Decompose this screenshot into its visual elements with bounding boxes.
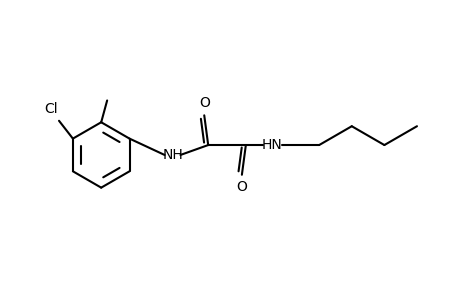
Text: O: O — [236, 180, 247, 194]
Text: HN: HN — [261, 138, 281, 152]
Text: Cl: Cl — [44, 102, 58, 116]
Text: NH: NH — [162, 148, 183, 162]
Text: O: O — [198, 96, 209, 110]
